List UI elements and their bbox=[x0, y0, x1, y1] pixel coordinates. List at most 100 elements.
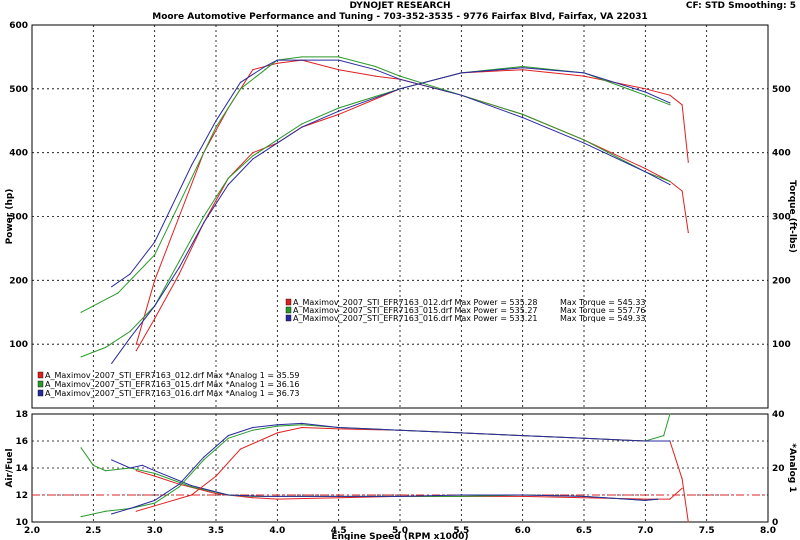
dyno-torque-line bbox=[111, 67, 671, 364]
torque-tick-label: 300 bbox=[772, 213, 791, 223]
dyno-power-point bbox=[276, 59, 278, 61]
dyno-power-point bbox=[190, 177, 193, 179]
analog-analog_1-point bbox=[178, 486, 180, 488]
dyno-power-point bbox=[264, 69, 266, 71]
power-tick-label: 500 bbox=[9, 85, 28, 95]
dyno-power-point bbox=[669, 180, 671, 182]
afr-air_fuel-point bbox=[644, 498, 646, 500]
torque-tick-label: 400 bbox=[772, 149, 791, 159]
dyno-power-point bbox=[301, 59, 303, 61]
analog-tick-label: 20 bbox=[772, 464, 785, 474]
x-tick-label: 7.5 bbox=[699, 526, 715, 536]
afr-air_fuel-point bbox=[190, 485, 193, 487]
dyno-torque-point bbox=[178, 267, 180, 269]
afr-air_fuel-line bbox=[111, 459, 658, 501]
x-tick-label: 6.5 bbox=[576, 526, 592, 536]
dyno-torque-point bbox=[644, 91, 646, 93]
power-axis-label: Power (hp) bbox=[5, 189, 15, 245]
dyno-torque-point bbox=[644, 94, 646, 96]
analog-analog_1-point bbox=[583, 437, 585, 439]
dyno-power-point bbox=[264, 65, 266, 68]
analog-analog_1-point bbox=[301, 426, 303, 429]
analog-analog_1-point bbox=[460, 432, 462, 434]
legend-entry-power: A_Maximov_2007_STI_EFR7163_016.drf Max P… bbox=[293, 314, 538, 323]
analog-analog_1-point bbox=[276, 424, 278, 426]
dyno-torque-point bbox=[252, 155, 254, 157]
dyno-power-line bbox=[135, 59, 689, 345]
power-tick-label: 100 bbox=[9, 340, 28, 350]
analog-analog_1-point bbox=[227, 435, 229, 437]
analog-analog_1-point bbox=[80, 516, 82, 518]
dyno-power-point bbox=[338, 59, 340, 61]
afr-air_fuel-point bbox=[460, 494, 462, 496]
power-tick-label: 400 bbox=[9, 149, 28, 159]
analog-analog_1-point bbox=[301, 422, 303, 424]
afr-air_fuel-point bbox=[80, 447, 82, 449]
dyno-power-point bbox=[338, 69, 340, 71]
dyno-power-point bbox=[687, 231, 689, 234]
torque-axis-label: Torque (ft-lbs) bbox=[787, 180, 797, 253]
dyno-power-point bbox=[239, 88, 242, 90]
power-tick-label: 300 bbox=[9, 213, 28, 223]
analog-analog_1-point bbox=[301, 424, 303, 426]
dyno-power-point bbox=[338, 56, 340, 58]
dyno-torque-point bbox=[687, 161, 689, 163]
afr-axis-label: Air/Fuel bbox=[5, 448, 15, 487]
shop-subtitle: Moore Automotive Performance and Tuning … bbox=[152, 12, 648, 22]
afr-tick-label: 10 bbox=[15, 518, 28, 528]
dyno-power-point bbox=[644, 171, 646, 173]
analog-analog_1-point bbox=[203, 459, 205, 461]
power-tick-label: 200 bbox=[9, 276, 28, 286]
dyno-torque-point bbox=[276, 139, 278, 141]
afr-tick-label: 14 bbox=[15, 464, 28, 474]
afr-air_fuel-point bbox=[252, 497, 254, 499]
afr-air_fuel-point bbox=[644, 499, 646, 501]
dyno-power-point bbox=[135, 343, 137, 345]
report-title: DYNOJET RESEARCH bbox=[349, 1, 451, 11]
analog-analog_1-line bbox=[136, 426, 689, 523]
dyno-torque-point bbox=[178, 273, 180, 275]
dyno-power-point bbox=[276, 62, 278, 64]
analog-analog_1-point bbox=[669, 413, 671, 415]
torque-tick-label: 500 bbox=[772, 85, 791, 95]
analog-analog_1-point bbox=[276, 432, 278, 434]
afr-tick-label: 18 bbox=[15, 410, 28, 420]
dyno-torque-point bbox=[338, 110, 340, 112]
dyno-power-point bbox=[129, 273, 131, 275]
analog-axis-label: *Analog 1 bbox=[787, 443, 797, 492]
afr-air_fuel-point bbox=[338, 495, 340, 497]
analog-analog_1-point bbox=[663, 435, 665, 437]
analog-analog_1-point bbox=[276, 425, 278, 427]
dyno-power-point bbox=[522, 113, 524, 115]
legend-entry-power: A_Maximov_2007_STI_EFR7163_015.drf Max P… bbox=[293, 306, 538, 315]
analog-analog_1-point bbox=[252, 426, 254, 429]
afr-air_fuel-point bbox=[154, 475, 156, 477]
afr-air_fuel-point bbox=[154, 470, 156, 472]
dyno-torque-point bbox=[276, 142, 278, 144]
dyno-torque-point bbox=[105, 346, 107, 348]
afr-air_fuel-point bbox=[522, 494, 524, 496]
analog-analog_1-point bbox=[227, 437, 229, 439]
analog-analog_1-point bbox=[111, 513, 113, 515]
analog-analog_1-point bbox=[252, 429, 254, 431]
analog-analog_1-point bbox=[399, 429, 401, 431]
x-tick-label: 2.5 bbox=[85, 526, 101, 536]
dyno-power-point bbox=[154, 241, 156, 243]
dyno-power-point bbox=[374, 65, 377, 68]
afr-air_fuel-point bbox=[92, 464, 94, 466]
dyno-torque-point bbox=[583, 75, 585, 77]
dyno-power-point bbox=[399, 78, 401, 80]
legend-entry-analog: A_Maximov_2007_STI_EFR7163_012.drf Max *… bbox=[45, 371, 300, 380]
rpm-axis-label: Engine Speed (RPM x1000) bbox=[331, 532, 468, 540]
dyno-torque-point bbox=[80, 356, 82, 358]
afr-air_fuel-point bbox=[111, 459, 113, 461]
analog-analog_1-point bbox=[522, 435, 524, 437]
x-tick-label: 5.0 bbox=[392, 526, 408, 536]
analog-analog_1-line bbox=[111, 422, 670, 515]
dyno-torque-point bbox=[681, 104, 683, 106]
analog-analog_1-point bbox=[203, 456, 205, 458]
x-tick-label: 6.0 bbox=[515, 526, 531, 536]
dyno-torque-point bbox=[338, 113, 340, 115]
dyno-power-point bbox=[80, 311, 82, 313]
x-tick-label: 7.0 bbox=[637, 526, 653, 536]
